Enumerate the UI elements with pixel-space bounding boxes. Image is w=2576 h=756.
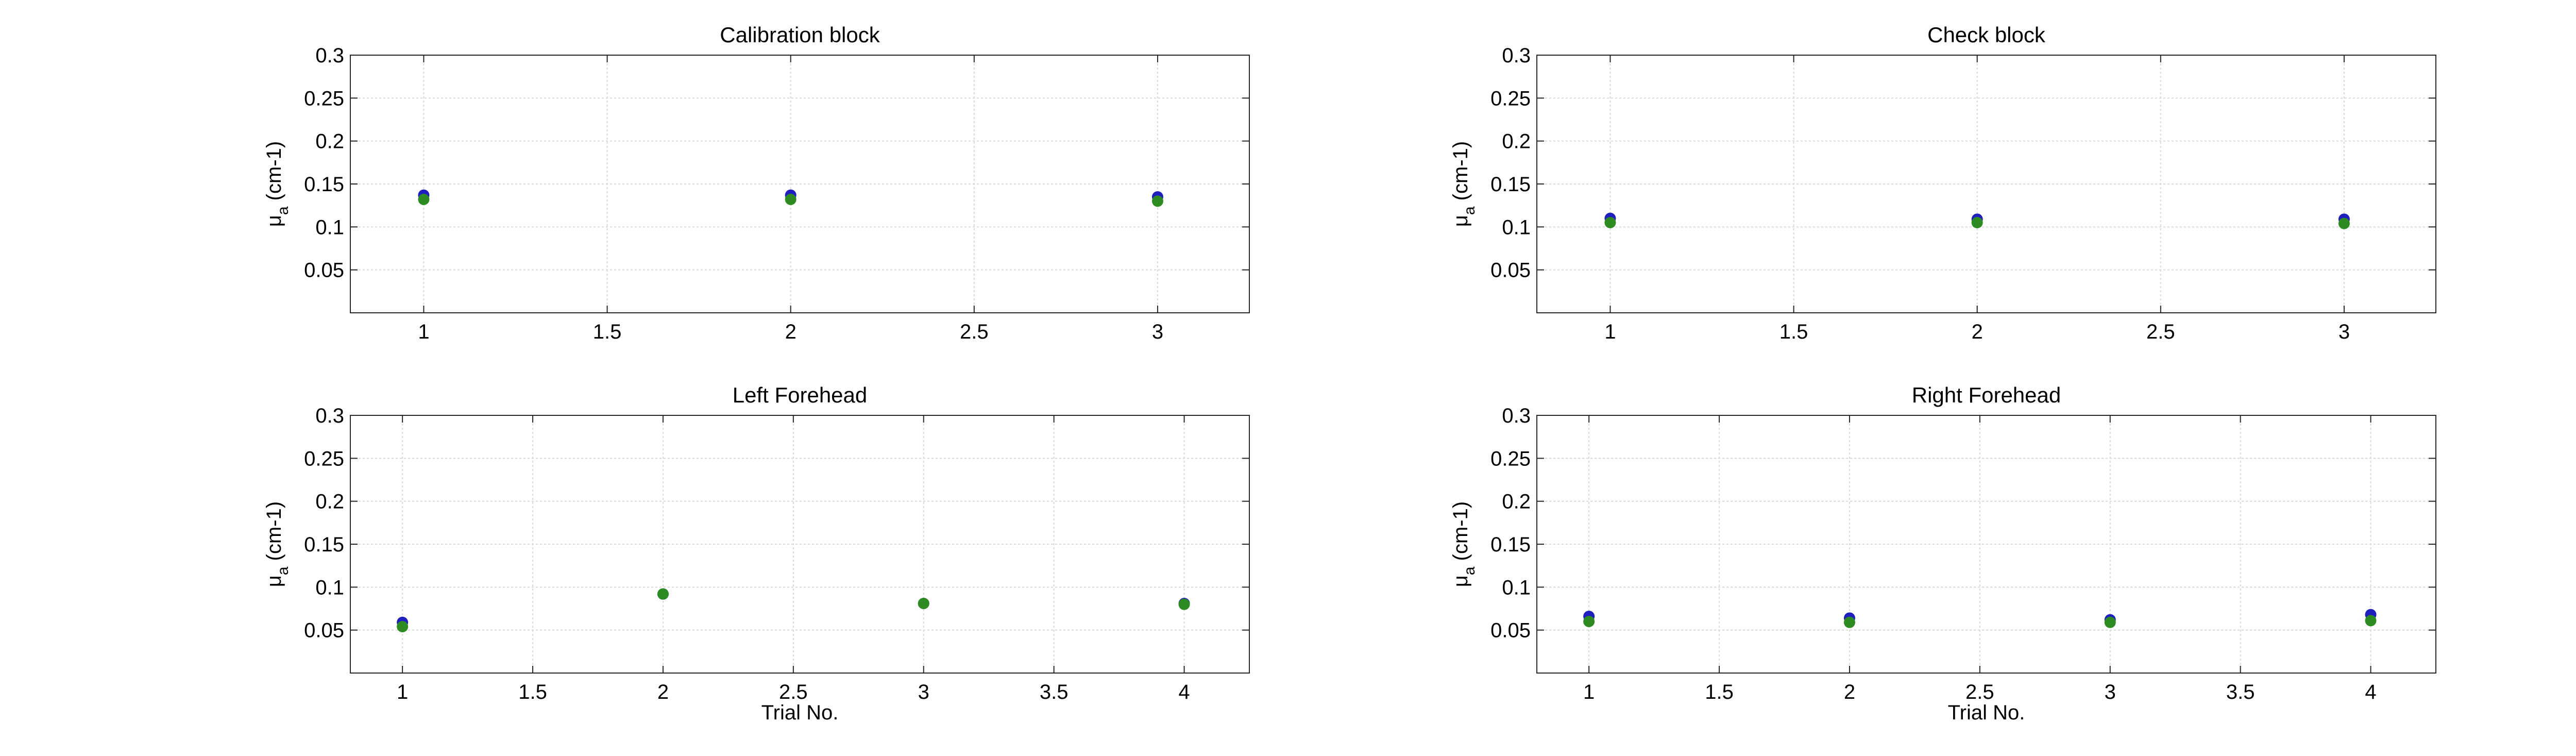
chart-3-y-tick-label-0: 0.05 [304,619,344,642]
chart-2-y-axis-label: μa (cm-1) [1449,141,1478,227]
chart-3-series-2-point-3 [918,598,929,609]
chart-4-y-tick-label-2: 0.15 [1490,533,1531,556]
chart-2-y-tick-label-0: 0.05 [1490,259,1531,282]
chart-4-y-axis-label: μa (cm-1) [1449,501,1478,587]
chart-1-series-2-point-1 [418,194,430,205]
chart-2-x-tick-label-2: 2 [1972,321,1983,343]
chart-3-x-tick-label-5: 3.5 [1040,681,1069,703]
chart-1-y-axis-label: μa (cm-1) [263,141,292,227]
chart-1-x-tick-label-4: 3 [1152,321,1163,343]
chart-2-series-2-point-2 [1971,217,1983,228]
chart-4-y-tick-label-4: 0.25 [1490,447,1531,470]
chart-1-x-tick-label-3: 2.5 [960,321,989,343]
chart-1-y-tick-label-3: 0.2 [315,130,344,153]
chart-3-y-tick-label-3: 0.2 [315,491,344,513]
chart-4-x-tick-label-0: 1 [1583,681,1595,703]
chart-3-x-axis-label: Trial No. [761,701,839,724]
chart-3-y-axis-label-symbol: μ [263,575,285,587]
chart-1-series-2-point-2 [785,194,796,205]
chart-3-x-tick-label-1: 1.5 [518,681,547,703]
chart-4-x-tick-label-6: 4 [2365,681,2376,703]
chart-4-series-2-point-2 [1843,616,1855,628]
chart-3-series-2-point-2 [657,588,669,600]
chart-2-y-axis-label-unit: (cm-1) [1449,141,1472,207]
chart-3-title: Left Forehead [733,383,868,407]
chart-1-x-tick-label-2: 2 [785,321,796,343]
chart-2-y-axis-label-symbol: μ [1449,215,1472,227]
chart-2-x-tick-label-3: 2.5 [2146,321,2175,343]
chart-3-y-axis-label-subscript: a [275,566,292,575]
chart-4-title: Right Forehead [1912,383,2061,407]
chart-3-y-axis-label: μa (cm-1) [263,501,292,587]
chart-2-y-tick-label-4: 0.25 [1490,87,1531,110]
chart-3-x-tick-label-2: 2 [657,681,669,703]
chart-2-y-tick-label-3: 0.2 [1502,130,1531,153]
chart-1-title: Calibration block [720,23,880,47]
chart-3-x-tick-label-0: 1 [397,681,408,703]
chart-4-series-2-point-3 [2104,616,2116,628]
chart-2-series-2-point-3 [2338,217,2350,229]
chart-3-x-tick-label-4: 3 [918,681,929,703]
chart-1-y-axis-label-unit: (cm-1) [263,141,285,207]
chart-1-x-tick-label-0: 1 [418,321,429,343]
chart-2-y-axis-label-subscript: a [1461,206,1478,215]
chart-2-title: Check block [1927,23,2046,47]
chart-4-x-tick-label-1: 1.5 [1705,681,1734,703]
chart-4-series-2-point-4 [2365,615,2377,627]
chart-3-y-tick-label-1: 0.1 [315,576,344,599]
chart-3-series-2-point-1 [397,621,409,632]
chart-3-x-tick-label-6: 4 [1178,681,1190,703]
chart-4-x-tick-label-2: 2 [1844,681,1855,703]
chart-4-y-axis-label-symbol: μ [1449,575,1472,587]
chart-2-series-2-point-1 [1604,217,1616,228]
chart-4-x-tick-label-3: 2.5 [1965,681,1994,703]
chart-4-x-tick-label-4: 3 [2105,681,2116,703]
chart-1-series-2-point-3 [1151,195,1163,207]
chart-4-y-tick-label-0: 0.05 [1490,619,1531,642]
chart-4-x-tick-label-5: 3.5 [2226,681,2255,703]
chart-2-y-tick-label-5: 0.3 [1502,44,1531,67]
chart-3-y-tick-label-4: 0.25 [304,447,344,470]
chart-1-y-tick-label-5: 0.3 [315,44,344,67]
chart-3-y-tick-label-2: 0.15 [304,533,344,556]
chart-2-x-tick-label-0: 1 [1604,321,1616,343]
chart-4-y-axis-label-unit: (cm-1) [1449,501,1472,567]
chart-1-y-tick-label-2: 0.15 [304,173,344,196]
chart-4-y-axis-label-subscript: a [1461,566,1478,575]
chart-4-y-tick-label-3: 0.2 [1502,491,1531,513]
chart-4-series-2-point-1 [1583,616,1595,627]
chart-3-series-2-point-4 [1178,598,1190,610]
chart-2-y-tick-label-1: 0.1 [1502,216,1531,239]
chart-3-y-axis-label-unit: (cm-1) [263,501,285,567]
chart-1-y-tick-label-4: 0.25 [304,87,344,110]
chart-1-y-axis-label-symbol: μ [263,215,285,227]
chart-4-y-tick-label-5: 0.3 [1502,405,1531,427]
chart-1-y-tick-label-0: 0.05 [304,259,344,282]
chart-2-x-tick-label-4: 3 [2338,321,2350,343]
chart-1-y-tick-label-1: 0.1 [315,216,344,239]
chart-4-x-axis-label: Trial No. [1948,701,2025,724]
chart-1-x-tick-label-1: 1.5 [593,321,622,343]
chart-1-y-axis-label-subscript: a [275,206,292,215]
chart-2-x-tick-label-1: 1.5 [1780,321,1808,343]
chart-3-x-tick-label-3: 2.5 [779,681,808,703]
chart-3-y-tick-label-5: 0.3 [315,405,344,427]
chart-4-y-tick-label-1: 0.1 [1502,576,1531,599]
chart-2-y-tick-label-2: 0.15 [1490,173,1531,196]
